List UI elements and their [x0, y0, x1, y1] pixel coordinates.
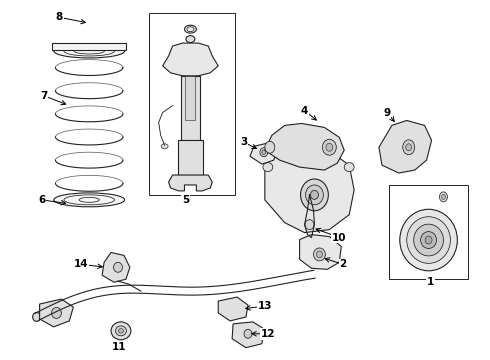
Polygon shape	[163, 43, 218, 76]
Bar	[149, 13, 235, 195]
Text: 14: 14	[74, 259, 89, 269]
Text: 1: 1	[427, 277, 434, 287]
Polygon shape	[265, 123, 344, 170]
Ellipse shape	[54, 193, 124, 207]
Polygon shape	[250, 143, 277, 164]
Polygon shape	[265, 140, 354, 233]
Ellipse shape	[400, 209, 457, 271]
Text: 12: 12	[261, 329, 275, 339]
Ellipse shape	[344, 163, 354, 172]
Text: 4: 4	[301, 105, 308, 116]
Ellipse shape	[305, 220, 314, 230]
Ellipse shape	[111, 322, 131, 340]
Text: 13: 13	[258, 301, 272, 311]
Ellipse shape	[414, 224, 443, 256]
Ellipse shape	[306, 185, 323, 205]
Ellipse shape	[317, 251, 322, 258]
Polygon shape	[232, 322, 264, 348]
Ellipse shape	[116, 326, 126, 336]
Bar	[185, 76, 196, 121]
Ellipse shape	[311, 190, 319, 199]
Text: 10: 10	[332, 233, 346, 243]
Ellipse shape	[119, 329, 123, 333]
Ellipse shape	[420, 231, 437, 248]
Ellipse shape	[161, 144, 168, 149]
Bar	[389, 185, 468, 279]
Text: 8: 8	[56, 12, 63, 22]
Ellipse shape	[326, 143, 333, 151]
Ellipse shape	[33, 312, 41, 321]
Bar	[177, 140, 203, 175]
Polygon shape	[40, 299, 74, 327]
Polygon shape	[218, 297, 248, 321]
Ellipse shape	[425, 236, 432, 244]
Text: 2: 2	[340, 259, 347, 269]
Ellipse shape	[265, 141, 275, 153]
Polygon shape	[169, 175, 212, 191]
Ellipse shape	[314, 248, 325, 261]
Ellipse shape	[262, 150, 266, 154]
Polygon shape	[299, 235, 341, 269]
Ellipse shape	[441, 194, 445, 199]
Ellipse shape	[440, 192, 447, 202]
Ellipse shape	[51, 307, 61, 319]
Ellipse shape	[407, 217, 450, 264]
Polygon shape	[379, 121, 432, 173]
Ellipse shape	[322, 139, 336, 155]
Polygon shape	[102, 252, 130, 282]
Text: 7: 7	[40, 91, 47, 101]
Ellipse shape	[300, 179, 328, 211]
Ellipse shape	[260, 148, 268, 157]
Text: 6: 6	[38, 195, 45, 205]
Ellipse shape	[114, 262, 122, 272]
Bar	[52, 43, 126, 50]
Ellipse shape	[244, 329, 252, 338]
Bar	[180, 76, 200, 140]
Ellipse shape	[406, 144, 412, 151]
Text: 11: 11	[112, 342, 126, 352]
Text: 9: 9	[383, 108, 391, 117]
Ellipse shape	[403, 140, 415, 155]
Text: 3: 3	[241, 137, 247, 147]
Ellipse shape	[184, 25, 196, 33]
Ellipse shape	[54, 44, 124, 58]
Ellipse shape	[263, 163, 273, 172]
Text: 5: 5	[182, 195, 189, 205]
Ellipse shape	[186, 36, 195, 42]
